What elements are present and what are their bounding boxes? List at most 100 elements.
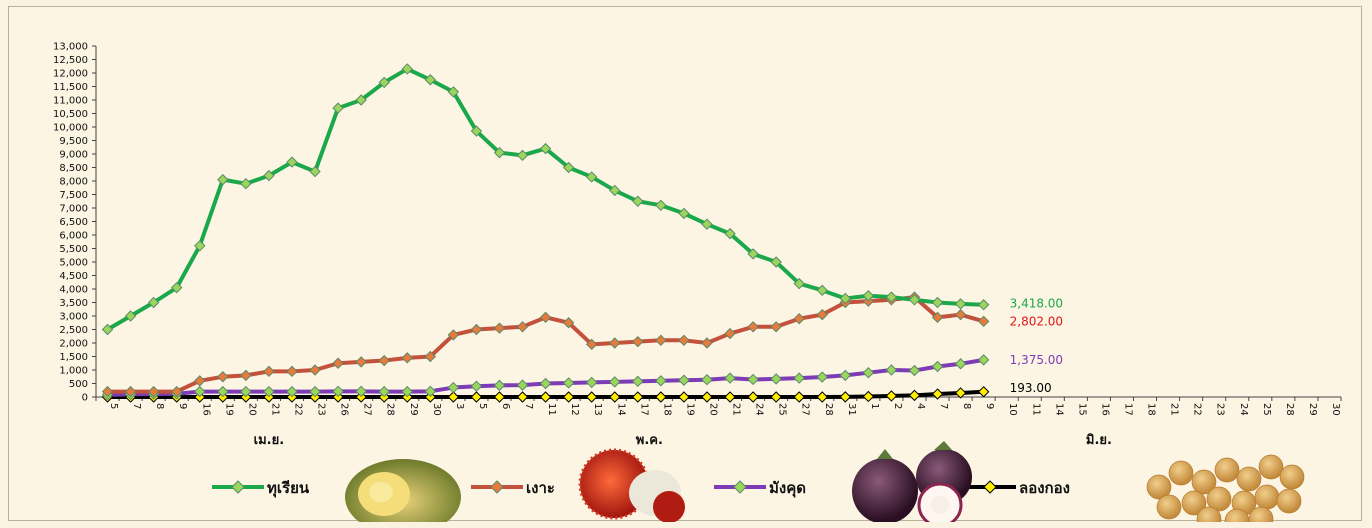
end-value-label: 3,418.00 [1010,297,1063,311]
data-point [470,125,483,137]
data-point [355,94,367,106]
x-tick-label: 8 [154,403,165,409]
data-point [562,391,575,403]
legend-label: เงาะ [526,479,555,497]
data-point [170,281,183,294]
x-tick-label: 21 [1169,403,1180,416]
y-tick-label: 10,500 [53,109,88,120]
y-tick-label: 7,000 [59,204,88,215]
y-tick-label: 2,000 [59,339,88,350]
data-point [724,391,736,403]
data-point [839,292,852,305]
legend-marker [983,480,997,494]
x-tick-label: 9 [984,403,995,409]
data-point [562,377,575,389]
data-point [378,385,390,398]
axes [95,46,1341,398]
data-point [470,380,483,392]
data-point [147,296,160,309]
month-label: เม.ย. [254,433,285,448]
data-point [217,385,229,398]
y-axis-ticks: 0 500 1,000 1,500 2,000 2,500 3,000 3,500 4,000 4… [53,42,96,404]
data-point [839,369,852,382]
data-point [309,385,321,398]
data-point [977,354,990,366]
data-point [217,173,229,186]
data-point [585,171,598,183]
data-point [931,388,944,400]
y-tick-label: 11,500 [53,82,88,93]
data-point [585,338,598,351]
y-tick-label: 8,500 [59,163,88,174]
x-tick-label: 11 [1030,403,1041,416]
series-line [107,295,985,394]
y-tick-label: 4,500 [59,271,88,282]
data-point [678,207,690,220]
x-tick-label: 27 [800,403,811,416]
data-point [401,385,413,398]
data-point [632,375,644,388]
data-point [378,76,390,89]
x-tick-label: 25 [1261,403,1272,416]
data-point [793,372,805,384]
data-point [747,321,759,333]
x-tick-label: 29 [408,403,419,416]
data-point [194,375,206,387]
x-tick-label: 2 [892,403,903,409]
y-tick-label: 6,000 [59,231,88,242]
rambutan-image [578,448,685,522]
data-point [263,385,275,398]
x-tick-label: 18 [661,403,672,416]
data-point [585,391,598,403]
y-tick-label: 9,000 [59,150,88,161]
y-tick-label: 1,000 [59,366,88,377]
mangosteen-image [852,441,972,522]
data-point [793,391,805,403]
data-point [724,327,736,340]
y-tick-label: 4,000 [59,285,88,296]
data-point [701,374,713,386]
x-tick-label: 31 [846,403,857,416]
longkong-fruit [1258,454,1284,480]
x-axis-ticks: 5 7 8 9 16 19 20 21 22 23 26 27 28 29 30 3 5 6 7 11 12 13 14 17… [95,397,1342,416]
end-value-label: 1,375.00 [1010,353,1063,367]
data-point [885,291,898,303]
data-point [770,256,782,268]
data-point [701,391,713,403]
data-point [470,391,483,403]
data-point [839,391,852,403]
data-point [770,391,782,403]
data-point [655,391,667,403]
data-point [539,391,552,403]
longkong-fruit [1214,457,1240,483]
data-point [747,373,759,386]
data-point [816,308,828,321]
data-point [240,369,252,382]
data-point [101,323,114,336]
data-point [286,156,298,168]
data-point [793,277,805,290]
data-point [378,354,390,367]
data-point [516,391,529,403]
data-point [724,372,736,384]
data-point [147,385,160,398]
data-point [539,377,552,390]
data-point [632,391,644,403]
data-point [954,308,967,321]
data-point [240,177,252,190]
data-point [286,365,298,378]
longkong-fruit [1248,506,1274,522]
data-point [678,334,690,347]
data-point [309,364,321,376]
x-tick-label: 9 [177,403,188,409]
data-point [701,218,713,230]
month-label: พ.ค. [636,433,663,448]
y-tick-label: 0 [82,393,88,404]
x-tick-label: 28 [385,403,396,416]
x-tick-label: 25 [777,403,788,416]
legend: ทุเรียน เงาะ มังคุด ลองกอง [212,479,1070,498]
y-tick-label: 13,000 [53,42,88,53]
y-tick-label: 5,500 [59,244,88,255]
x-tick-label: 21 [269,403,280,416]
longkong-fruit [1191,469,1217,495]
